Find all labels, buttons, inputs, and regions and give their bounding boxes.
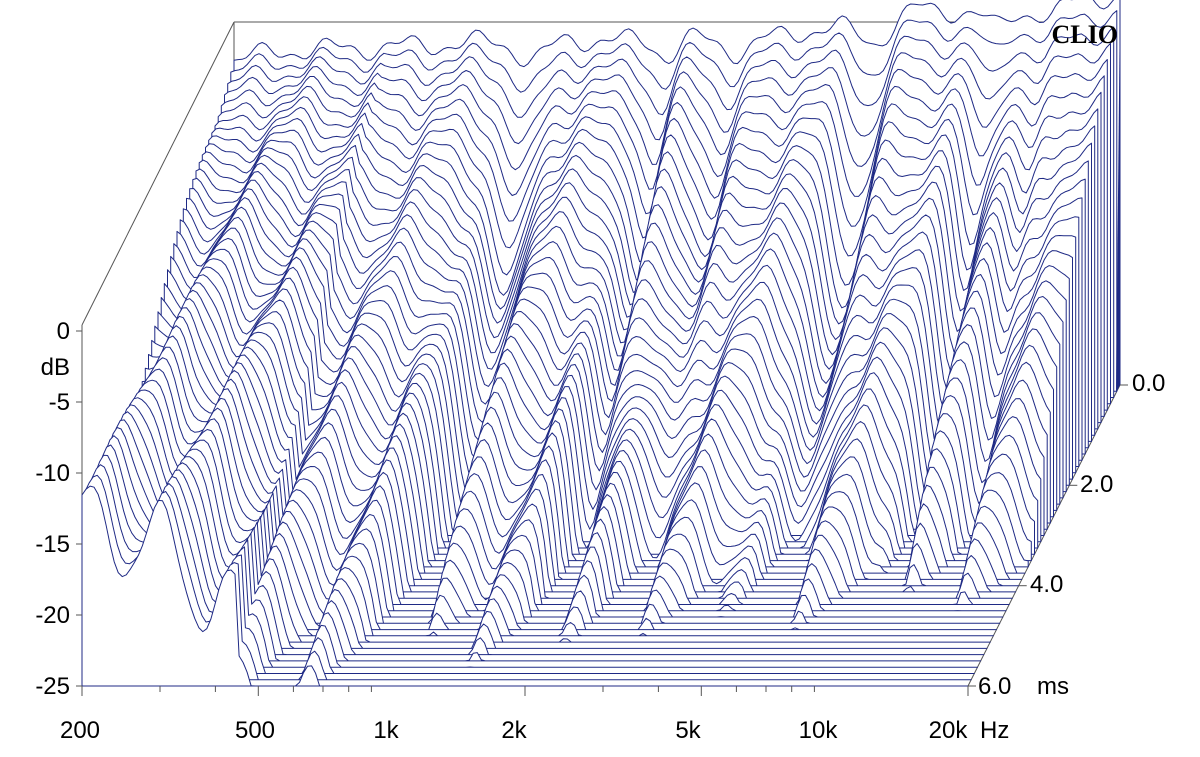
y-tick-label-minus15: -15 [35,531,70,558]
y-tick-label-minus5: -5 [49,389,70,416]
clio-brand-logo: CLIO [1052,20,1118,49]
z-tick-label-2: 2.0 [1080,471,1113,498]
y-tick-label-minus25: -25 [35,673,70,700]
waterfall-slices [81,0,1121,687]
z-tick-label-4: 4.0 [1030,571,1063,598]
y-tick-label-minus10: -10 [35,460,70,487]
z-tick-label-6: 6.0 [978,673,1011,700]
y-axis-ticks [76,330,82,687]
x-tick-label-500: 500 [235,717,275,744]
x-axis-unit: Hz [980,717,1009,744]
y-tick-label-minus20: -20 [35,602,70,629]
x-tick-label-1k: 1k [373,717,399,744]
waterfall-slice [132,335,1020,587]
x-tick-label-2k: 2k [501,717,527,744]
x-tick-label-20k: 20k [929,717,969,744]
z-tick-label-0: 0.0 [1132,370,1165,397]
y-tick-label-0: 0 [57,318,70,345]
x-tick-label-10k: 10k [799,717,839,744]
frame-left-top-diagonal [81,21,235,326]
y-axis-title: dB [41,354,70,381]
waterfall-right-edge [1116,0,1120,393]
x-axis-ticks [81,686,969,696]
x-tick-label-5k: 5k [675,717,701,744]
z-axis-unit: ms [1037,673,1069,700]
z-axis-ticks [968,384,1128,687]
x-tick-label-200: 200 [60,717,100,744]
